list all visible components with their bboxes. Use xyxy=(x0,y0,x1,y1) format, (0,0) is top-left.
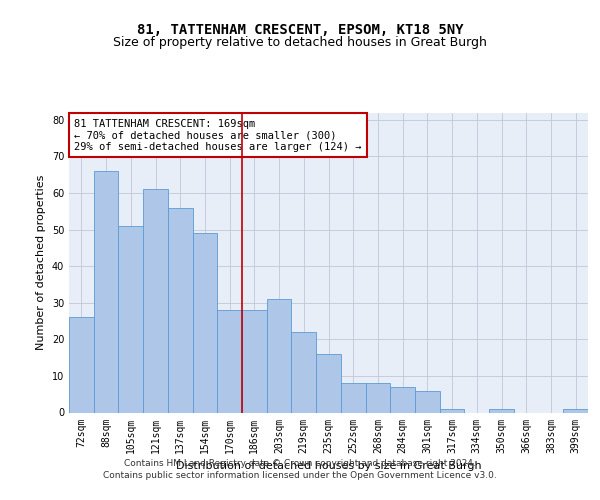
Bar xyxy=(563,409,588,412)
Bar xyxy=(193,233,217,412)
Bar xyxy=(415,390,440,412)
Bar xyxy=(489,409,514,412)
Bar xyxy=(316,354,341,412)
Bar xyxy=(143,190,168,412)
Bar xyxy=(94,171,118,412)
Text: 81 TATTENHAM CRESCENT: 169sqm
← 70% of detached houses are smaller (300)
29% of : 81 TATTENHAM CRESCENT: 169sqm ← 70% of d… xyxy=(74,118,362,152)
Bar xyxy=(217,310,242,412)
Bar xyxy=(390,387,415,412)
Text: Size of property relative to detached houses in Great Burgh: Size of property relative to detached ho… xyxy=(113,36,487,49)
Bar xyxy=(440,409,464,412)
X-axis label: Distribution of detached houses by size in Great Burgh: Distribution of detached houses by size … xyxy=(176,461,481,471)
Text: Contains HM Land Registry data © Crown copyright and database right 2024.: Contains HM Land Registry data © Crown c… xyxy=(124,460,476,468)
Bar xyxy=(168,208,193,412)
Bar xyxy=(341,383,365,412)
Y-axis label: Number of detached properties: Number of detached properties xyxy=(36,175,46,350)
Bar xyxy=(69,318,94,412)
Bar xyxy=(118,226,143,412)
Text: Contains public sector information licensed under the Open Government Licence v3: Contains public sector information licen… xyxy=(103,472,497,480)
Bar xyxy=(292,332,316,412)
Bar xyxy=(365,383,390,412)
Bar xyxy=(267,299,292,412)
Bar xyxy=(242,310,267,412)
Text: 81, TATTENHAM CRESCENT, EPSOM, KT18 5NY: 81, TATTENHAM CRESCENT, EPSOM, KT18 5NY xyxy=(137,22,463,36)
